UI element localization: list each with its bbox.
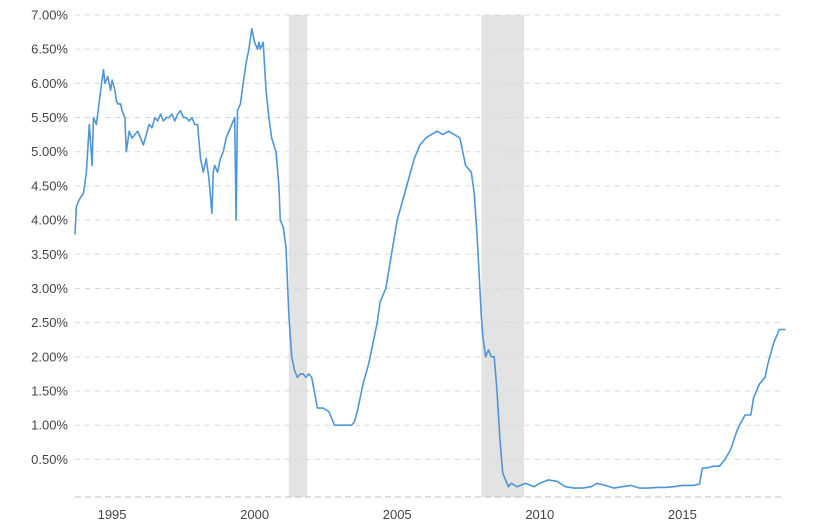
y-axis-tick-labels: 0.50% 1.00% 1.50% 2.00% 2.50% 3.00% 3.50% 4.00%… — [31, 8, 68, 467]
y-tick-label: 5.00% — [31, 144, 68, 159]
y-tick-label: 4.50% — [31, 178, 68, 193]
y-tick-label: 2.00% — [31, 349, 68, 364]
x-axis-tick-labels: 1995 2000 2005 2010 2015 — [98, 507, 697, 522]
y-tick-label: 2.50% — [31, 315, 68, 330]
y-tick-label: 1.50% — [31, 384, 68, 399]
y-tick-label: 0.50% — [31, 452, 68, 467]
y-tick-label: 6.00% — [31, 76, 68, 91]
y-tick-label: 4.00% — [31, 213, 68, 228]
recession-bands — [288, 15, 525, 497]
y-tick-label: 5.50% — [31, 110, 68, 125]
recession-band-2 — [481, 15, 525, 497]
x-tick-label: 2005 — [383, 507, 412, 522]
y-tick-label: 7.00% — [31, 8, 68, 23]
y-tick-label: 3.50% — [31, 247, 68, 262]
y-tick-label: 6.50% — [31, 42, 68, 57]
x-tick-label: 2000 — [240, 507, 269, 522]
gridlines — [75, 14, 785, 460]
y-tick-label: 3.00% — [31, 281, 68, 296]
y-tick-label: 1.00% — [31, 418, 68, 433]
x-tick-label: 2015 — [668, 507, 697, 522]
recession-band-1 — [288, 15, 308, 497]
x-tick-label: 2010 — [525, 507, 554, 522]
series-line-1 — [74, 27, 786, 489]
series-layer — [74, 27, 786, 489]
x-tick-label: 1995 — [98, 507, 127, 522]
